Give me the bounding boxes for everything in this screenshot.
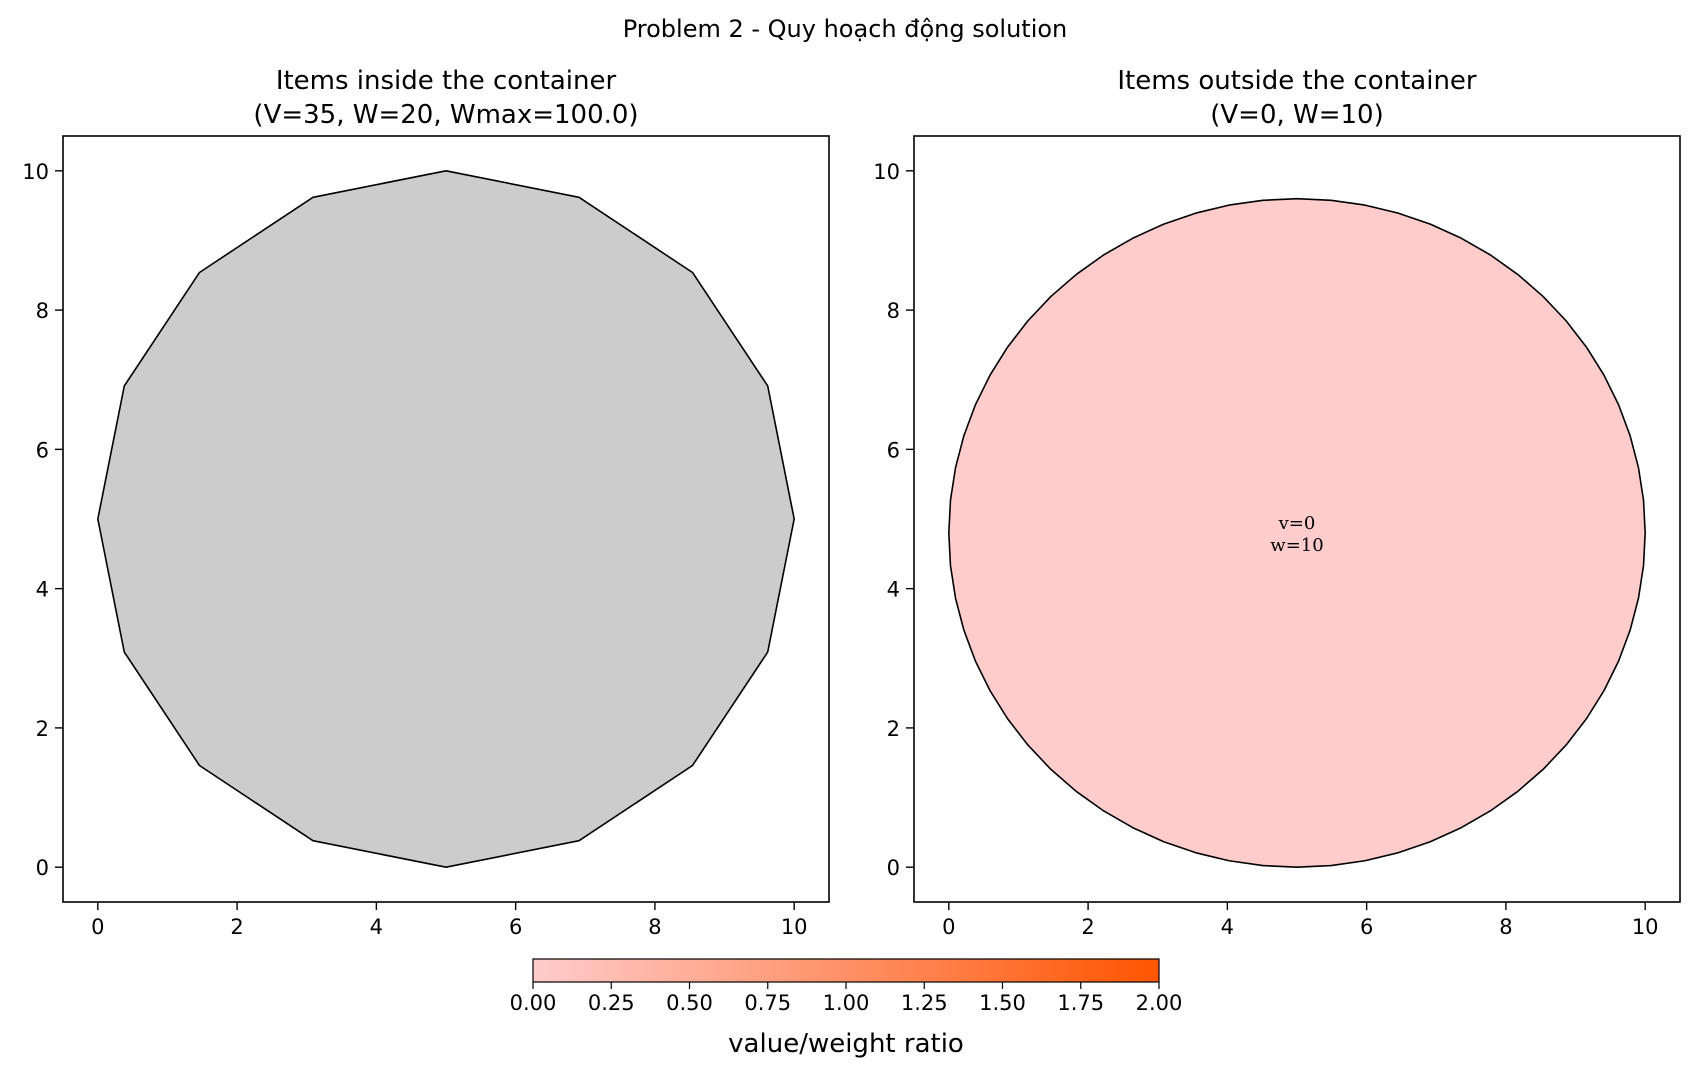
panel-title-line-2: (V=0, W=10) [1210, 100, 1384, 130]
colorbar-tick-label: 0.25 [588, 991, 635, 1015]
item-circle [948, 197, 1646, 868]
y-tick-label: 10 [873, 160, 900, 184]
panel-title-line-1: Items inside the container [276, 66, 617, 96]
x-tick-label: 4 [1221, 915, 1234, 939]
item-polygon [97, 170, 795, 868]
x-tick-label: 6 [509, 915, 522, 939]
y-axis: 0 2 4 6 8 10 [22, 160, 63, 880]
x-tick-label: 4 [370, 915, 383, 939]
colorbar-tick-label: 0.50 [666, 991, 713, 1015]
colorbar-label: value/weight ratio [728, 1029, 964, 1059]
x-tick-label: 8 [1499, 915, 1512, 939]
y-tick-label: 2 [887, 717, 900, 741]
y-tick-label: 4 [36, 578, 49, 602]
figure-title: Problem 2 - Quy hoạch động solution [623, 15, 1068, 43]
x-tick-label: 0 [91, 915, 104, 939]
item-label: v=0 [1278, 513, 1316, 534]
y-tick-label: 0 [887, 856, 900, 880]
item-label: w=10 [1270, 535, 1323, 556]
colorbar-tick-label: 1.75 [1057, 991, 1104, 1015]
y-tick-label: 0 [36, 856, 49, 880]
panel-items-outside: Items outside the container (V=0, W=10) … [873, 66, 1681, 939]
colorbar: 0.00 0.25 0.50 0.75 1.00 1.25 1.50 1.75 2.00 val… [510, 958, 1183, 1059]
y-tick-label: 4 [887, 578, 900, 602]
colorbar-gradient [532, 958, 1160, 983]
colorbar-tick-label: 0.00 [510, 991, 557, 1015]
colorbar-tick-label: 1.25 [901, 991, 948, 1015]
x-axis: 0 2 4 6 8 10 [942, 902, 1659, 939]
colorbar-tick-label: 0.75 [744, 991, 791, 1015]
y-tick-label: 8 [887, 299, 900, 323]
panel-title-line-1: Items outside the container [1117, 66, 1477, 96]
x-tick-label: 2 [1081, 915, 1094, 939]
y-tick-label: 2 [36, 717, 49, 741]
colorbar-tick-label: 1.50 [979, 991, 1026, 1015]
colorbar-tick-label: 1.00 [823, 991, 870, 1015]
colorbar-tick-label: 2.00 [1136, 991, 1183, 1015]
panel-items-inside: Items inside the container (V=35, W=20, … [22, 66, 830, 939]
y-tick-label: 8 [36, 299, 49, 323]
y-tick-label: 6 [36, 438, 49, 462]
y-axis: 0 2 4 6 8 10 [873, 160, 914, 880]
x-tick-label: 8 [648, 915, 661, 939]
x-tick-label: 10 [781, 915, 808, 939]
x-axis: 0 2 4 6 8 10 [91, 902, 808, 939]
y-tick-label: 6 [887, 438, 900, 462]
x-tick-label: 2 [230, 915, 243, 939]
y-tick-label: 10 [22, 160, 49, 184]
x-tick-label: 10 [1632, 915, 1659, 939]
x-tick-label: 0 [942, 915, 955, 939]
panel-title-line-2: (V=35, W=20, Wmax=100.0) [253, 100, 638, 130]
x-tick-label: 6 [1360, 915, 1373, 939]
plot-frame [913, 135, 1681, 903]
plot-frame [62, 135, 830, 903]
